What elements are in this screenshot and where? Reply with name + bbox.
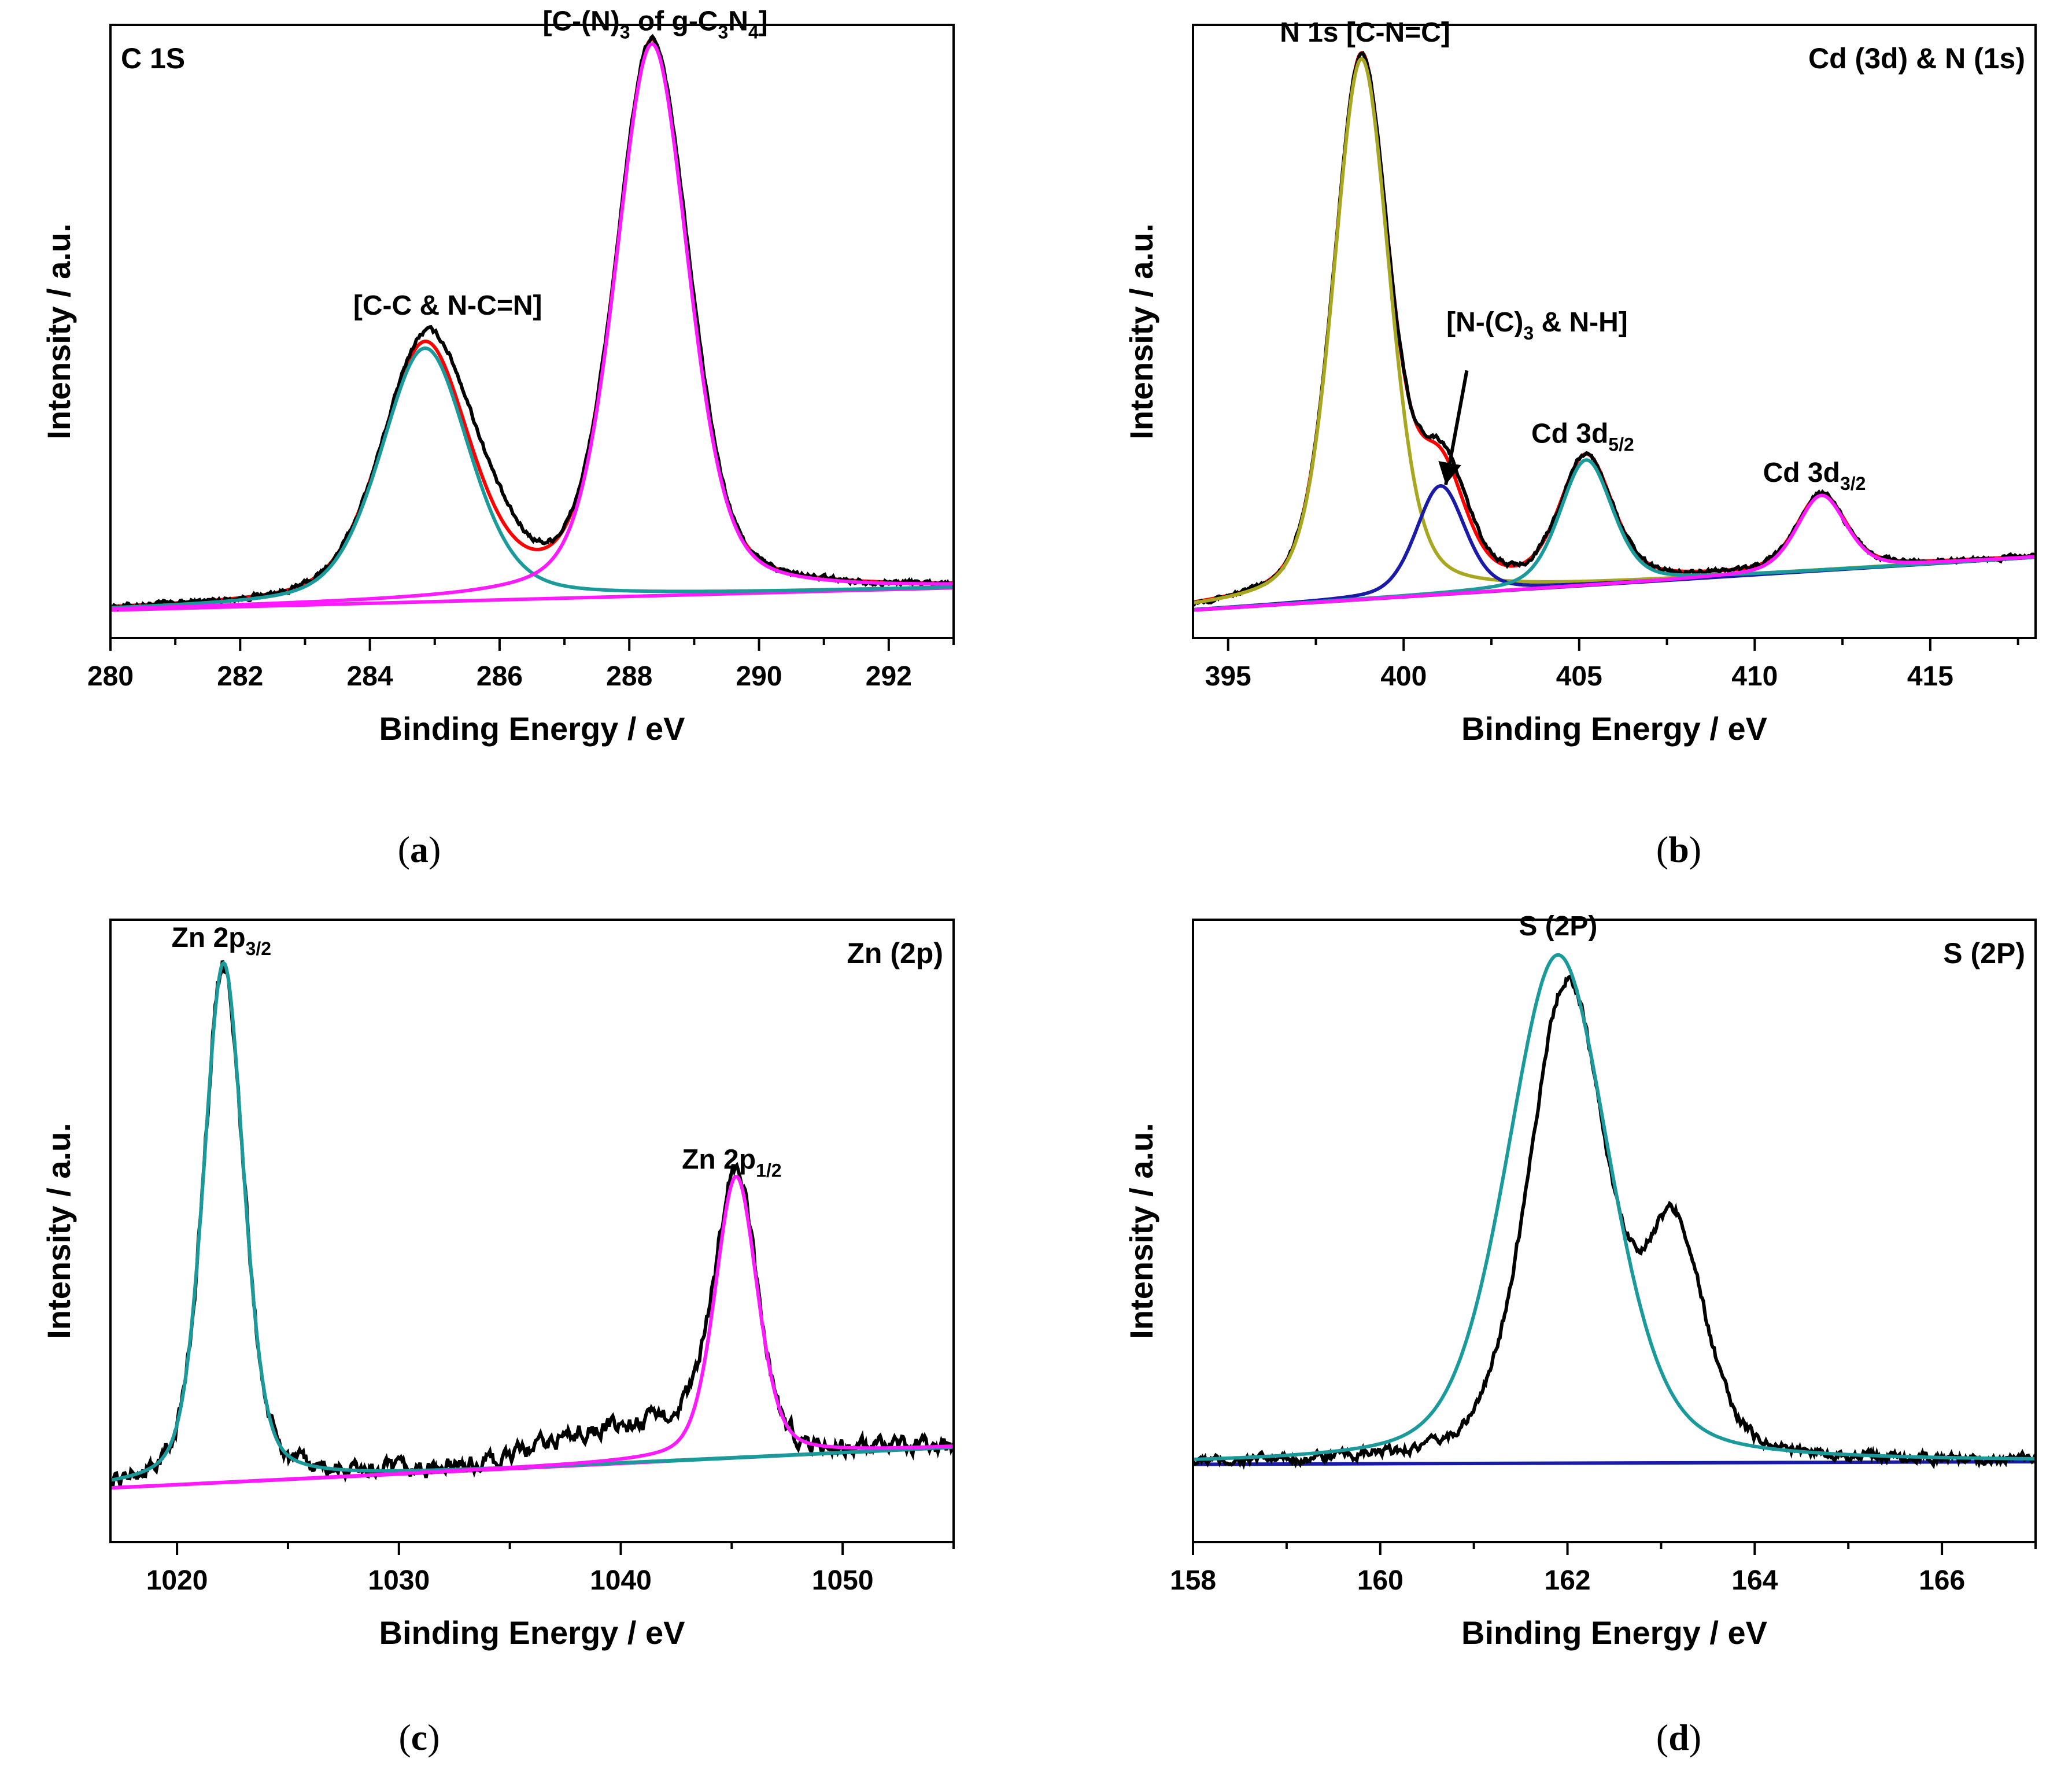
- panel-label: Zn (2p): [847, 937, 943, 969]
- peak-annotation-1: [C-C & N-C=N]: [353, 290, 542, 321]
- peak-annotation-1: Zn 2p3/2: [172, 923, 271, 959]
- peak-annotation-4: Cd 3d3/2: [1763, 458, 1866, 494]
- axes-frame: [109, 919, 955, 1543]
- panel-label: C 1S: [121, 42, 185, 75]
- axes-frame: [109, 24, 955, 639]
- annotation-arrow-head: [1438, 461, 1461, 485]
- x-tick-label: 162: [1545, 1565, 1591, 1596]
- x-tick-label: 286: [477, 661, 523, 692]
- y-axis-label: Intensity / a.u.: [40, 223, 77, 439]
- panel-caption: (a): [398, 829, 441, 870]
- peak-annotation-2: [C-(N)3 of g-C3N4]: [542, 6, 767, 43]
- panel-caption: (d): [1656, 1717, 1701, 1758]
- x-tick-label: 415: [1907, 661, 1953, 692]
- axes-frame: [1192, 24, 2037, 639]
- panel-label: Cd (3d) & N (1s): [1808, 42, 2025, 75]
- x-tick-label: 410: [1731, 661, 1778, 692]
- y-axis-label: Intensity / a.u.: [1123, 1123, 1159, 1338]
- x-axis-label: Binding Energy / eV: [379, 710, 685, 747]
- x-tick-label: 166: [1919, 1565, 1965, 1596]
- chart-panel-d: 158 160 162 164 166 Binding Energy / eV Intens…: [1123, 911, 2037, 1758]
- x-tick-label: 280: [87, 661, 134, 692]
- x-tick-label: 164: [1731, 1565, 1778, 1596]
- plot-area: [1193, 953, 2036, 1470]
- peak-annotation-2: Zn 2p1/2: [682, 1144, 781, 1181]
- y-axis-label: Intensity / a.u.: [40, 1123, 77, 1338]
- x-tick-label: 1030: [368, 1565, 430, 1596]
- panel-caption: (c): [398, 1717, 439, 1758]
- panel-caption: (b): [1656, 829, 1701, 870]
- x-axis-label: Binding Energy / eV: [1461, 710, 1767, 747]
- baseline: [1193, 1460, 2036, 1466]
- x-tick-label: 160: [1357, 1565, 1404, 1596]
- peak-annotation-2: [N-(C)3 & N-H]: [1446, 307, 1628, 344]
- x-tick-label: 292: [866, 661, 912, 692]
- x-tick-label: 405: [1556, 661, 1602, 692]
- x-tick-label: 1040: [590, 1565, 652, 1596]
- fit-component-3: [1193, 458, 2036, 612]
- measured-spectrum: [110, 34, 954, 612]
- fit-component-2: [110, 1174, 954, 1490]
- x-tick-label: 400: [1380, 661, 1427, 692]
- chart-panel-c: 1020 1030 1040 1050 Binding Energy / eV Inten…: [40, 919, 955, 1758]
- fit-component-1: [110, 346, 954, 610]
- plot-area: [1193, 50, 2036, 612]
- fit-component-2: [110, 42, 954, 611]
- fit-component-1: [110, 960, 954, 1482]
- x-tick-label: 1020: [146, 1565, 208, 1596]
- x-tick-label: 1050: [812, 1565, 874, 1596]
- plot-area: [110, 34, 954, 612]
- fit-component-1: [1193, 953, 2036, 1461]
- x-axis-label: Binding Energy / eV: [379, 1614, 685, 1651]
- peak-annotation-3: Cd 3d5/2: [1531, 419, 1634, 455]
- x-tick-label: 395: [1205, 661, 1251, 692]
- axes-frame: [1192, 919, 2037, 1543]
- x-tick-label: 158: [1170, 1565, 1216, 1596]
- peak-annotation-1: S (2P): [1519, 911, 1597, 942]
- plot-area: [110, 960, 954, 1490]
- x-tick-label: 282: [217, 661, 263, 692]
- panel-label: S (2P): [1943, 937, 2025, 969]
- y-axis-label: Intensity / a.u.: [1123, 223, 1159, 439]
- chart-panel-a: 280 282 284 286 288 290 292 Binding Energy / eV…: [40, 6, 955, 870]
- chart-panel-b: 395 400 405 410 415 Binding Energy / eV Intens…: [1123, 17, 2037, 870]
- x-tick-label: 284: [347, 661, 393, 692]
- x-tick-label: 288: [606, 661, 652, 692]
- x-axis-label: Binding Energy / eV: [1461, 1614, 1767, 1651]
- fit-envelope: [110, 38, 954, 609]
- peak-annotation-1: N 1s [C-N=C]: [1280, 17, 1450, 48]
- measured-spectrum: [110, 960, 954, 1487]
- measured-spectrum: [1193, 974, 2036, 1470]
- x-tick-label: 290: [736, 661, 782, 692]
- fit-component-4: [1193, 493, 2036, 612]
